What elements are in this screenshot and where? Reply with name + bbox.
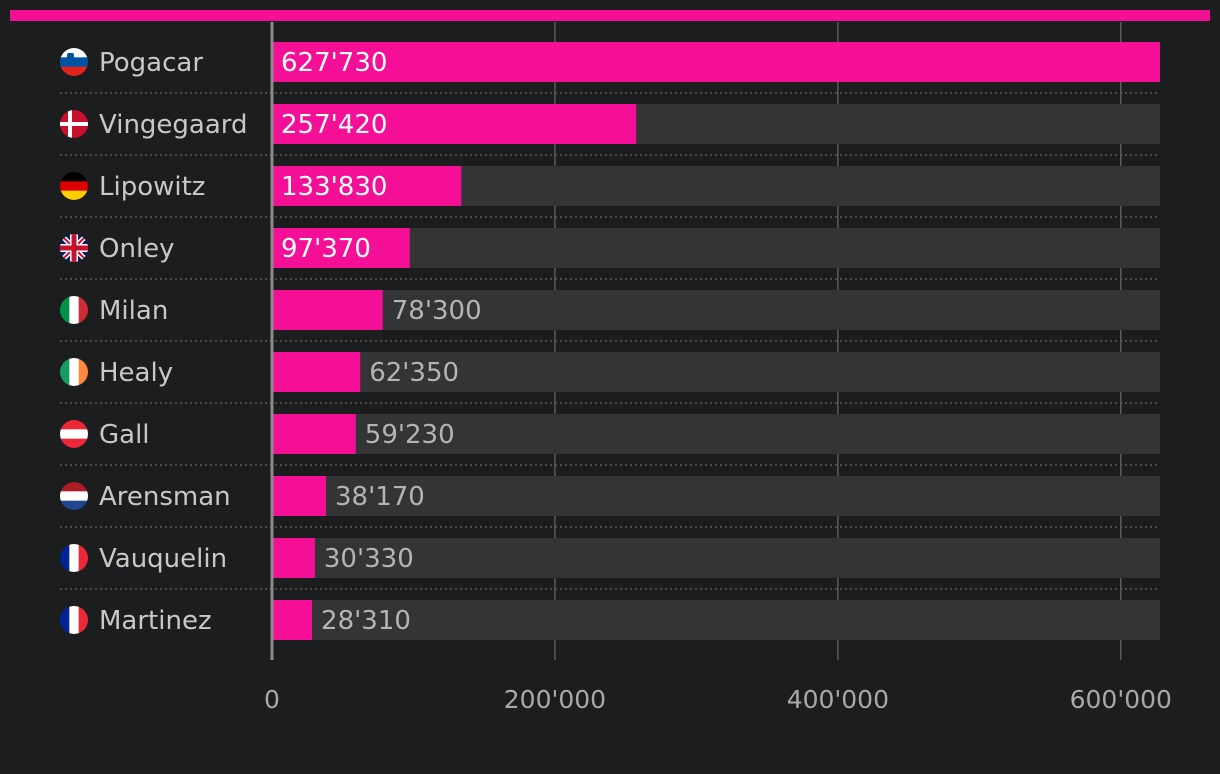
bar-track-martinez — [272, 600, 1160, 640]
ireland-flag-icon — [60, 358, 88, 386]
bar-vingegaard — [272, 104, 637, 144]
bar-row-vauquelin: Vauquelin 30'330 — [60, 538, 1160, 578]
bar-healy — [272, 352, 361, 392]
bar-row-lipowitz: Lipowitz 133'830 — [60, 166, 1160, 206]
austria-flag-icon — [60, 420, 88, 448]
bar-track-healy — [272, 352, 1160, 392]
bar-onley — [272, 228, 410, 268]
bar-martinez — [272, 600, 313, 640]
bar-row-healy: Healy 62'350 — [60, 352, 1160, 392]
denmark-flag-icon — [60, 110, 88, 138]
bar-row-onley: Onley 97'370 — [60, 228, 1160, 268]
value-label-arensman: 38'170 — [335, 482, 425, 512]
uk-flag-icon — [60, 234, 88, 262]
rider-label-vingegaard: Vingegaard — [99, 110, 248, 140]
bar-row-milan: Milan 78'300 — [60, 290, 1160, 330]
rider-label-milan: Milan — [99, 296, 168, 326]
bar-track-vauquelin — [272, 538, 1160, 578]
chart-rows: Pogacar 627'730 Vingegaard 257'420 Lipowitz 1… — [60, 42, 1160, 640]
value-label-healy: 62'350 — [369, 358, 459, 388]
rider-label-pogacar: Pogacar — [99, 48, 203, 78]
bar-row-gall: Gall 59'230 — [60, 414, 1160, 454]
bar-track-onley — [272, 228, 1160, 268]
rider-label-arensman: Arensman — [99, 482, 231, 512]
germany-flag-icon — [60, 172, 88, 200]
bar-row-martinez: Martinez 28'310 — [60, 600, 1160, 640]
bar-row-vingegaard: Vingegaard 257'420 — [60, 104, 1160, 144]
x-tick-label-0: 0 — [264, 685, 280, 714]
france-flag-icon — [60, 606, 88, 634]
bar-arensman — [272, 476, 326, 516]
value-label-onley: 97'370 — [281, 234, 371, 264]
bar-gall — [272, 414, 356, 454]
bar-track-arensman — [272, 476, 1160, 516]
slovenia-flag-icon — [60, 48, 88, 76]
bar-track-milan — [272, 290, 1160, 330]
rider-label-onley: Onley — [99, 234, 175, 264]
value-label-martinez: 28'310 — [321, 606, 411, 636]
bar-row-pogacar: Pogacar 627'730 — [60, 42, 1160, 82]
france-flag-icon — [60, 544, 88, 572]
bar-lipowitz — [272, 166, 462, 206]
bar-milan — [272, 290, 383, 330]
rider-label-healy: Healy — [99, 358, 173, 388]
bar-row-arensman: Arensman 38'170 — [60, 476, 1160, 516]
bar-track-gall — [272, 414, 1160, 454]
value-label-vingegaard: 257'420 — [281, 110, 387, 140]
x-axis: 0 200'000 400'000 600'000 — [264, 22, 1172, 714]
bar-vauquelin — [272, 538, 315, 578]
rider-label-gall: Gall — [99, 420, 150, 450]
italy-flag-icon — [60, 296, 88, 324]
top-accent-bar — [10, 10, 1210, 21]
bar-pogacar — [272, 42, 1160, 82]
value-label-gall: 59'230 — [365, 420, 455, 450]
rider-label-vauquelin: Vauquelin — [99, 544, 227, 574]
x-tick-label-2: 400'000 — [787, 685, 889, 714]
netherlands-flag-icon — [60, 482, 88, 510]
rider-label-martinez: Martinez — [99, 606, 212, 636]
value-label-lipowitz: 133'830 — [281, 172, 387, 202]
value-label-vauquelin: 30'330 — [324, 544, 414, 574]
rider-label-lipowitz: Lipowitz — [99, 172, 205, 202]
value-label-pogacar: 627'730 — [281, 48, 387, 78]
x-tick-label-3: 600'000 — [1070, 685, 1172, 714]
x-tick-label-1: 200'000 — [504, 685, 606, 714]
value-label-milan: 78'300 — [392, 296, 482, 326]
